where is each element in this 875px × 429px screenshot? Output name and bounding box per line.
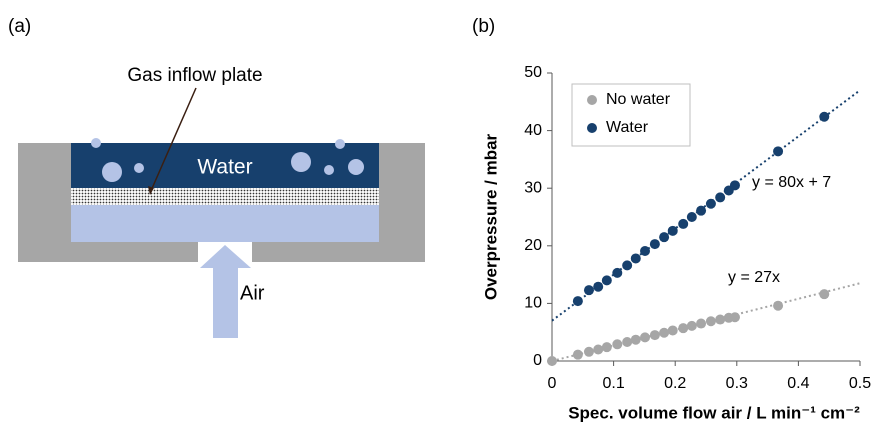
point — [640, 332, 651, 343]
legend-marker — [587, 95, 597, 105]
x-axis-title: Spec. volume flow air / L min⁻¹ cm⁻² — [568, 403, 860, 422]
x-tick-label: 0.4 — [787, 375, 809, 392]
point — [601, 342, 612, 353]
point — [601, 275, 612, 286]
trendline-label: y = 27x — [728, 269, 780, 286]
point — [649, 330, 660, 341]
point — [819, 111, 830, 122]
point — [715, 314, 726, 325]
y-tick-label: 40 — [524, 122, 542, 139]
point — [667, 225, 678, 236]
point — [659, 232, 670, 243]
point — [773, 300, 784, 311]
point — [819, 289, 830, 300]
point — [696, 205, 707, 216]
legend-label: No water — [606, 91, 671, 108]
point — [773, 146, 784, 157]
point — [729, 312, 740, 323]
bubbles — [91, 138, 364, 182]
y-tick-label: 0 — [533, 352, 542, 369]
trendline — [551, 89, 861, 322]
y-tick-label: 20 — [524, 237, 542, 254]
point — [729, 180, 740, 191]
x-tick-label: 0.2 — [664, 375, 686, 392]
point — [612, 267, 623, 278]
point — [630, 334, 641, 345]
point — [640, 245, 651, 256]
point — [705, 316, 716, 327]
point — [583, 285, 594, 296]
x-tick-label: 0.5 — [849, 375, 871, 392]
housing — [18, 143, 425, 262]
point — [593, 344, 604, 355]
panel-label: (a) — [8, 16, 31, 37]
y-axis-title: Overpressure / mbar — [481, 133, 500, 300]
point — [667, 325, 678, 336]
point — [593, 281, 604, 292]
point — [572, 296, 583, 307]
point — [649, 239, 660, 250]
point — [678, 323, 689, 334]
point — [659, 327, 670, 338]
point — [612, 339, 623, 350]
point — [715, 192, 726, 203]
pointer-head — [148, 186, 154, 195]
air-arrow — [200, 245, 251, 338]
legend-label: Water — [606, 119, 649, 136]
air-label: Air — [240, 282, 265, 304]
air-chamber — [71, 205, 379, 242]
trendline-label: y = 80x + 7 — [752, 174, 831, 191]
pointer — [149, 87, 197, 194]
legend-marker — [587, 123, 597, 133]
point — [572, 349, 583, 360]
point — [705, 198, 716, 209]
x-tick-label: 0.1 — [602, 375, 624, 392]
y-tick-label: 10 — [524, 295, 542, 312]
y-tick-label: 30 — [524, 179, 542, 196]
water-label: Water — [197, 156, 252, 179]
y-tick-label: 50 — [524, 64, 542, 81]
legend — [571, 83, 691, 147]
x-tick-label: 0 — [548, 375, 557, 392]
point — [547, 356, 557, 366]
point — [686, 320, 697, 331]
point — [630, 253, 641, 264]
point — [696, 318, 707, 329]
point — [583, 346, 594, 357]
plate — [71, 188, 379, 205]
point — [678, 218, 689, 229]
point — [622, 336, 633, 347]
point — [686, 212, 697, 222]
diagram: (a) Water Air Gas inflow plate — [8, 16, 425, 338]
panel-label: (b) — [472, 16, 495, 37]
plate-label: Gas inflow plate — [127, 65, 262, 86]
point — [622, 260, 633, 271]
x-tick-label: 0.3 — [726, 375, 748, 392]
